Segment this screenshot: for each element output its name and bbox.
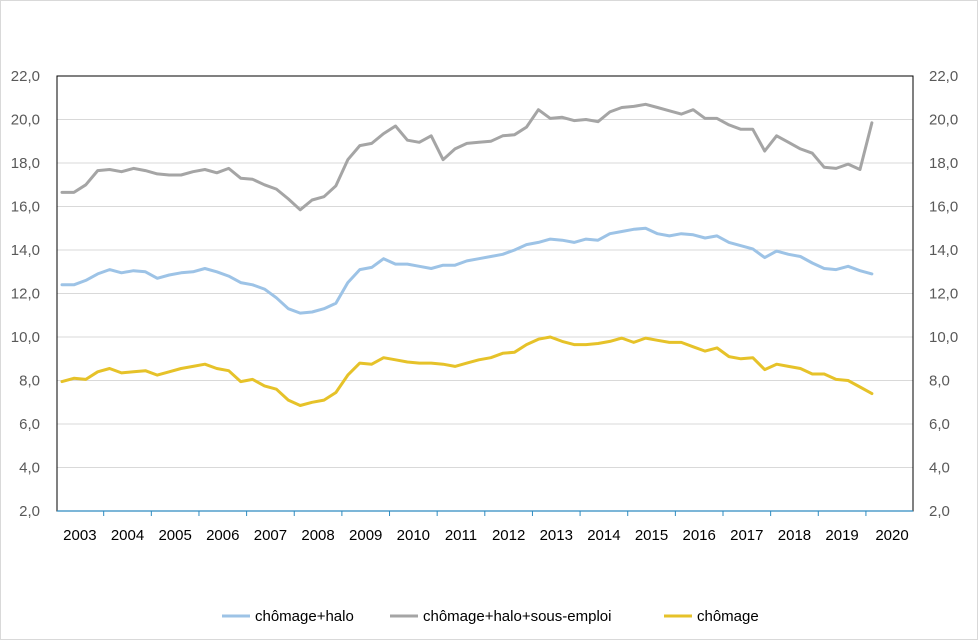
x-tick-label: 2004 (111, 527, 144, 544)
y-tick-label-right: 10,0 (929, 329, 958, 346)
x-tick-label: 2011 (445, 527, 477, 544)
series-line (60, 226, 874, 315)
x-tick-label: 2018 (778, 527, 811, 544)
y-tick-label-right: 14,0 (929, 242, 958, 259)
y-tick-label-right: 18,0 (929, 155, 958, 172)
x-tick-label: 2007 (254, 527, 287, 544)
x-tick-label: 2003 (63, 527, 96, 544)
x-axis-tick-marks (103, 511, 867, 516)
x-axis-ticks: 2003 2004 2005 2006 2007 2008 2009 2010 2011 2012… (63, 527, 909, 544)
series-line (60, 102, 874, 212)
x-tick-label: 2013 (540, 527, 573, 544)
y-tick-label-left: 8,0 (19, 373, 40, 390)
y-tick-label-right: 8,0 (929, 373, 950, 390)
y-tick-label-right: 12,0 (929, 286, 958, 303)
legend-label: chômage+halo (255, 608, 354, 625)
y-tick-label-left: 22,0 (11, 68, 40, 85)
x-tick-label: 2020 (875, 527, 908, 544)
legend-label: chômage (697, 608, 759, 625)
y-tick-label-left: 20,0 (11, 112, 40, 129)
y-tick-label-left: 12,0 (11, 286, 40, 303)
series-lines (60, 102, 874, 407)
y-tick-label-right: 6,0 (929, 416, 950, 433)
y-tick-label-left: 4,0 (19, 460, 40, 477)
y-tick-label-left: 14,0 (11, 242, 40, 259)
legend-label: chômage+halo+sous-emploi (423, 608, 611, 625)
x-tick-label: 2006 (206, 527, 239, 544)
x-tick-label: 2015 (635, 527, 668, 544)
x-tick-label: 2008 (301, 527, 334, 544)
x-tick-label: 2019 (825, 527, 858, 544)
x-tick-label: 2016 (682, 527, 715, 544)
y-tick-label-right: 20,0 (929, 112, 958, 129)
y-tick-label-left: 6,0 (19, 416, 40, 433)
y-axis-right-ticks: 2,0 4,0 6,0 8,0 10,0 12,0 14,0 16,0 18,0 20,0 22,0 (929, 68, 958, 520)
y-tick-label-right: 16,0 (929, 199, 958, 216)
y-tick-label-right: 22,0 (929, 68, 958, 85)
y-tick-label-left: 10,0 (11, 329, 40, 346)
x-tick-label: 2009 (349, 527, 382, 544)
x-tick-label: 2005 (158, 527, 191, 544)
x-tick-label: 2014 (587, 527, 620, 544)
series-line (60, 335, 874, 407)
y-tick-label-right: 4,0 (929, 460, 950, 477)
y-tick-label-left: 2,0 (19, 503, 40, 520)
legend: chômage+halo chômage+halo+sous-emploi chôm… (222, 608, 759, 625)
gridlines (57, 119, 913, 468)
y-axis-left-ticks: 2,0 4,0 6,0 8,0 10,0 12,0 14,0 16,0 18,0 20,0 22,0 (11, 68, 40, 520)
x-tick-label: 2010 (397, 527, 430, 544)
x-tick-label: 2012 (492, 527, 525, 544)
x-tick-label: 2017 (730, 527, 763, 544)
y-tick-label-left: 16,0 (11, 199, 40, 216)
y-tick-label-left: 18,0 (11, 155, 40, 172)
y-tick-label-right: 2,0 (929, 503, 950, 520)
